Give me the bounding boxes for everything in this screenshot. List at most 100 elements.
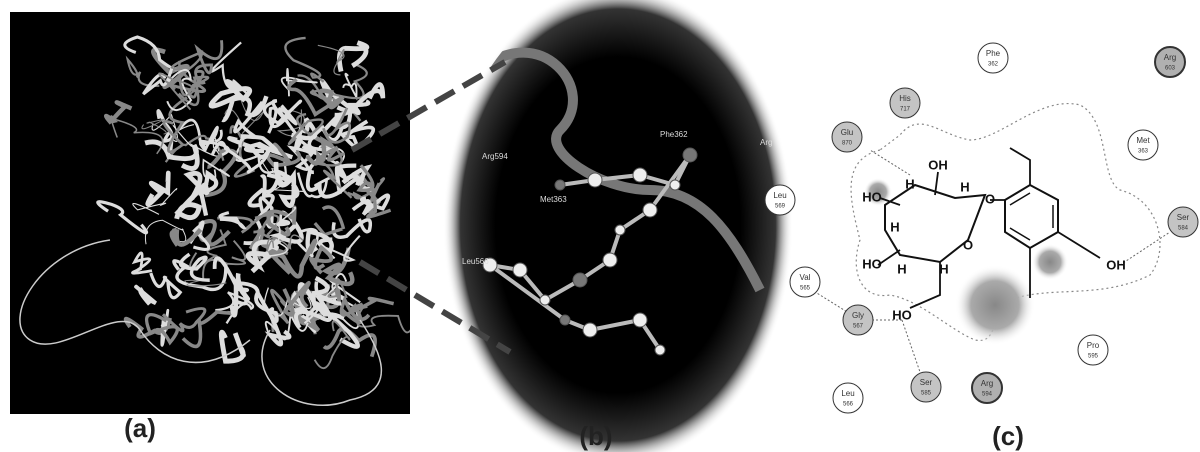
residue-number: 569: [775, 204, 786, 210]
ribbon: [336, 40, 370, 73]
residue: [1127, 129, 1159, 161]
ribbon: [290, 117, 318, 150]
residue: [1077, 334, 1109, 366]
ribbon: [286, 78, 344, 117]
atom-label: HO: [862, 189, 882, 204]
residue: [910, 371, 942, 403]
ribbon: [142, 68, 174, 96]
residue: [977, 42, 1009, 74]
glucose-ring: [884, 183, 987, 264]
ribbon: [321, 247, 355, 287]
ribbon: [132, 188, 178, 215]
atom: [632, 167, 648, 183]
ribbon: [313, 301, 360, 349]
residue: [1167, 206, 1199, 238]
atom: [539, 294, 551, 306]
ribbon: [144, 219, 187, 245]
ribbon: [262, 99, 303, 126]
atom: [632, 312, 648, 328]
aromatic-bond: [1009, 192, 1054, 241]
ribbon: [334, 82, 386, 118]
residue-number: 362: [988, 62, 999, 68]
ribbon: [334, 160, 357, 195]
loop: [261, 319, 382, 406]
atom: [642, 202, 658, 218]
ribbon: [149, 272, 183, 300]
residue-name: Glu: [841, 128, 853, 137]
atom: [512, 262, 528, 278]
residue-number: 363: [1138, 149, 1149, 155]
residue-label: Arg594: [482, 152, 508, 161]
ribbon: [103, 100, 133, 125]
solvent-halo: [955, 265, 1035, 345]
residue-name: Pro: [1087, 341, 1100, 350]
ribbon: [218, 329, 246, 364]
atom-label: H: [890, 219, 899, 234]
panel-label: (c): [992, 421, 1024, 451]
ribbon: [273, 161, 300, 209]
zoom-line: [358, 259, 512, 355]
atom-label: OH: [928, 157, 948, 172]
atom: [602, 252, 618, 268]
ribbon: [264, 307, 292, 347]
ribbon: [316, 234, 361, 262]
zoom-line: [350, 59, 507, 153]
ribbon: [267, 104, 298, 134]
ribbon: [131, 251, 153, 275]
ribbon: [342, 72, 358, 101]
residue: [1154, 46, 1186, 78]
residue-label: Leu566: [462, 257, 489, 266]
atom-label: OH: [1106, 257, 1126, 272]
solvent-halo: [1032, 244, 1068, 280]
residue-label: Phe362: [660, 130, 688, 139]
residue-name: Arg: [1164, 53, 1176, 62]
ribbon: [125, 55, 160, 87]
atom: [582, 322, 598, 338]
bond: [488, 263, 567, 322]
interaction-diagram: Phe 362 Arg 603 His 717 Glu 870 Met 363 Leu 569 Ser 5…: [764, 42, 1199, 414]
ribbon: [311, 147, 353, 199]
ribbon: [322, 107, 352, 144]
residue-name: Met: [1136, 136, 1150, 145]
residue-label: Arg: [760, 138, 772, 147]
bond: [594, 173, 641, 182]
residue-name: Phe: [986, 49, 1001, 58]
atom-label: HO: [892, 307, 912, 322]
residue: [831, 121, 863, 153]
residue: [971, 372, 1003, 404]
ribbon: [224, 92, 265, 134]
ribbon: [96, 200, 148, 235]
ribbon: [210, 140, 270, 174]
ribbon: [169, 227, 203, 247]
ribbon: [221, 95, 269, 123]
ribbon: [305, 169, 361, 199]
ribbon: [313, 320, 351, 369]
ribbon: [280, 67, 318, 97]
ribbon: [218, 211, 247, 230]
ribbon: [307, 124, 344, 175]
residue-label: Met363: [540, 195, 567, 204]
residue: [789, 266, 821, 298]
ribbon: [245, 239, 279, 274]
panel-label: (a): [124, 413, 156, 443]
residue-name: Val: [800, 273, 811, 282]
loop: [19, 239, 251, 364]
ribbon: [179, 252, 210, 282]
ribbon: [184, 279, 227, 287]
atom-label: H: [897, 261, 906, 276]
residue-name: Ser: [920, 378, 933, 387]
residue-number: 717: [900, 107, 911, 113]
ribbon: [284, 36, 325, 83]
residue-number: 595: [1088, 354, 1099, 360]
ribbon: [282, 280, 311, 317]
helix-ribbon: [476, 47, 765, 293]
atom-label: O: [963, 237, 973, 252]
ribbon: [162, 96, 188, 154]
ribbon: [294, 293, 342, 329]
residue-number: 594: [982, 392, 993, 398]
residue-name: Arg: [981, 379, 993, 388]
atom: [572, 272, 588, 288]
ribbon: [158, 72, 196, 111]
residue-number: 870: [842, 141, 853, 147]
ribbon: [262, 206, 297, 258]
